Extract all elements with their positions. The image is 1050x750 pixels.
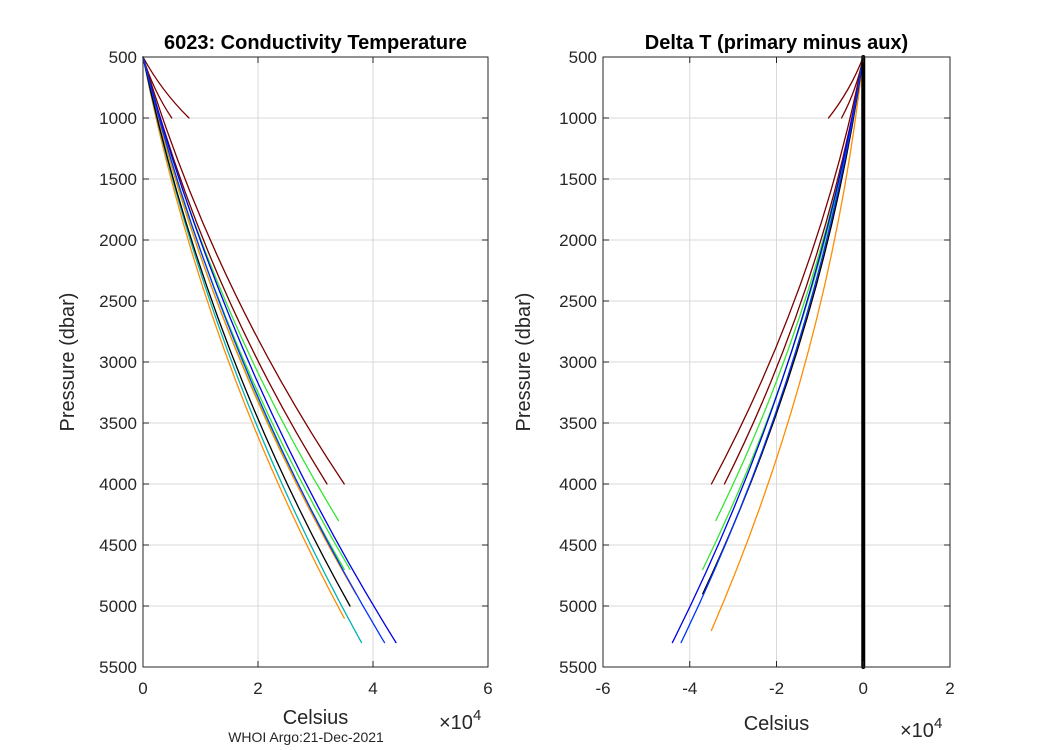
x-tick-label: -2 [769,679,784,698]
x-tick-label: 2 [253,679,262,698]
x-axis-exponent: ×104 [900,715,942,742]
x-tick-label: 2 [945,679,954,698]
axes: 0 2 4 6 500 1000 1500 2000 2500 3000 3500 4000 4500 5… [99,48,493,698]
y-tick-label: 1000 [99,109,137,128]
y-tick-label: 2500 [99,292,137,311]
y-tick-label: 5500 [559,658,597,677]
x-exponent-power: 4 [934,715,942,732]
chart-title: Delta T (primary minus aux) [645,32,908,54]
series-delta-blue-1 [671,56,864,644]
chart-title: 6023: Conductivity Temperature [164,32,467,54]
footer-caption: WHOI Argo:21-Dec-2021 [228,729,384,745]
x-exponent-power: 4 [473,707,481,724]
series-profile-blue-1 [142,56,397,644]
y-tick-label: 4500 [559,536,597,555]
conductivity-temperature-panel: 0 2 4 6500100015002000250030003500400045005… [57,32,493,734]
x-exponent-base: ×10 [900,720,934,742]
y-tick-label: 500 [569,48,597,67]
x-tick-label: -4 [682,679,697,698]
x-tick-label: -6 [595,679,610,698]
x-axis-label: Celsius [744,713,810,735]
series-delta-dark-red-1 [827,56,864,119]
delta-t-panel: -6 -4 -2 0 250010001500200025003000350040004… [513,32,955,742]
y-tick-label: 3000 [99,353,137,372]
x-exponent-base: ×10 [439,712,473,734]
series-profile-black-1 [142,56,351,607]
y-tick-label: 2000 [99,231,137,250]
y-axis-label: Pressure (dbar) [57,293,79,432]
series-group [142,56,397,644]
x-tick-label: 0 [138,679,147,698]
series-delta-blue-2 [680,56,864,644]
series-group [671,55,866,669]
y-tick-label: 3500 [559,414,597,433]
y-tick-label: 1500 [99,170,137,189]
y-tick-label: 2500 [559,292,597,311]
y-tick-label: 4000 [559,475,597,494]
axes: -6 -4 -2 0 250010001500200025003000350040004… [559,48,955,698]
x-tick-label: 0 [859,679,868,698]
y-axis-label: Pressure (dbar) [513,293,535,432]
y-tick-label: 3500 [99,414,137,433]
series-profile-orange-1 [142,56,357,595]
x-tick-label: 4 [368,679,377,698]
y-tick-label: 500 [109,48,137,67]
x-axis-exponent: ×104 [439,707,481,734]
y-tick-label: 4000 [99,475,137,494]
series-profile-blue-2 [142,56,386,644]
y-tick-label: 1500 [559,170,597,189]
x-tick-label: 6 [483,679,492,698]
series-profile-dark-red-1 [142,56,190,119]
series-delta-orange-2 [710,56,864,632]
y-tick-label: 4500 [99,536,137,555]
series-profile-orange-2 [142,56,345,619]
x-axis-label: Celsius [283,707,349,729]
y-tick-label: 5500 [99,658,137,677]
y-tick-label: 5000 [559,597,597,616]
y-tick-label: 1000 [559,109,597,128]
series-profile-dark-red-3 [142,56,345,485]
y-tick-label: 5000 [99,597,137,616]
y-tick-label: 2000 [559,231,597,250]
series-delta-dark-red-3 [710,56,864,485]
y-tick-label: 3000 [559,353,597,372]
